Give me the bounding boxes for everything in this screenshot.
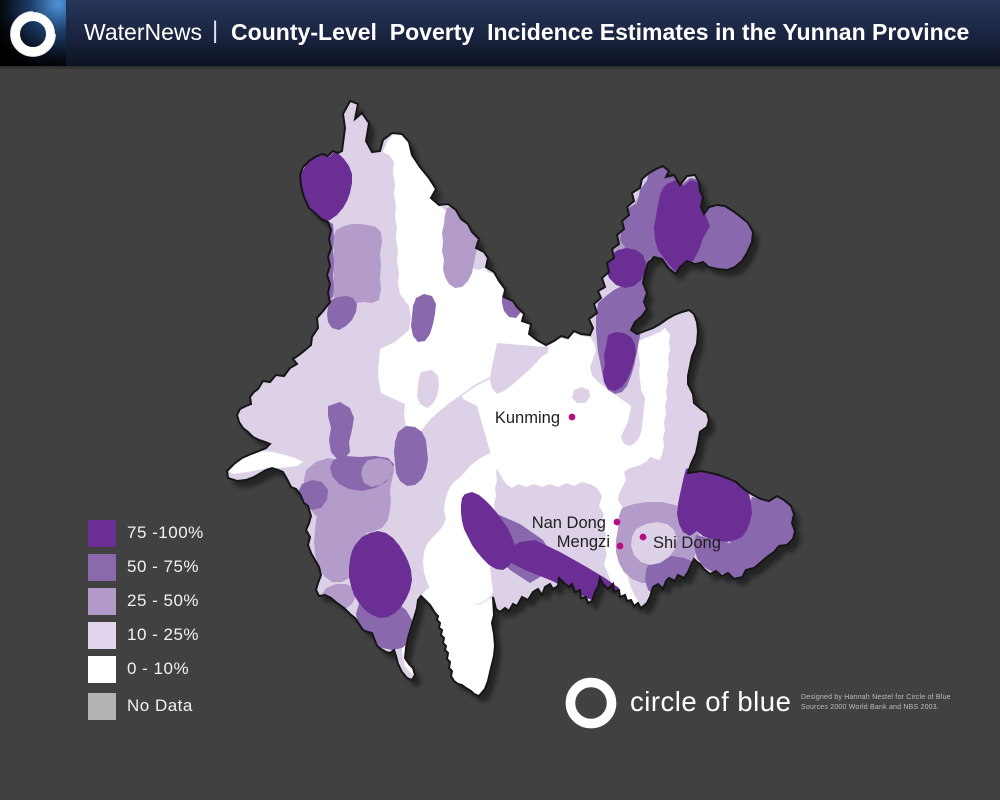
svg-text:Mengzi: Mengzi [557, 533, 610, 551]
svg-text:Shi Dong: Shi Dong [653, 534, 721, 552]
svg-text:circle of blue: circle of blue [630, 686, 791, 717]
svg-text:Nan Dong: Nan Dong [532, 514, 606, 532]
svg-text:Kunming: Kunming [495, 409, 560, 427]
